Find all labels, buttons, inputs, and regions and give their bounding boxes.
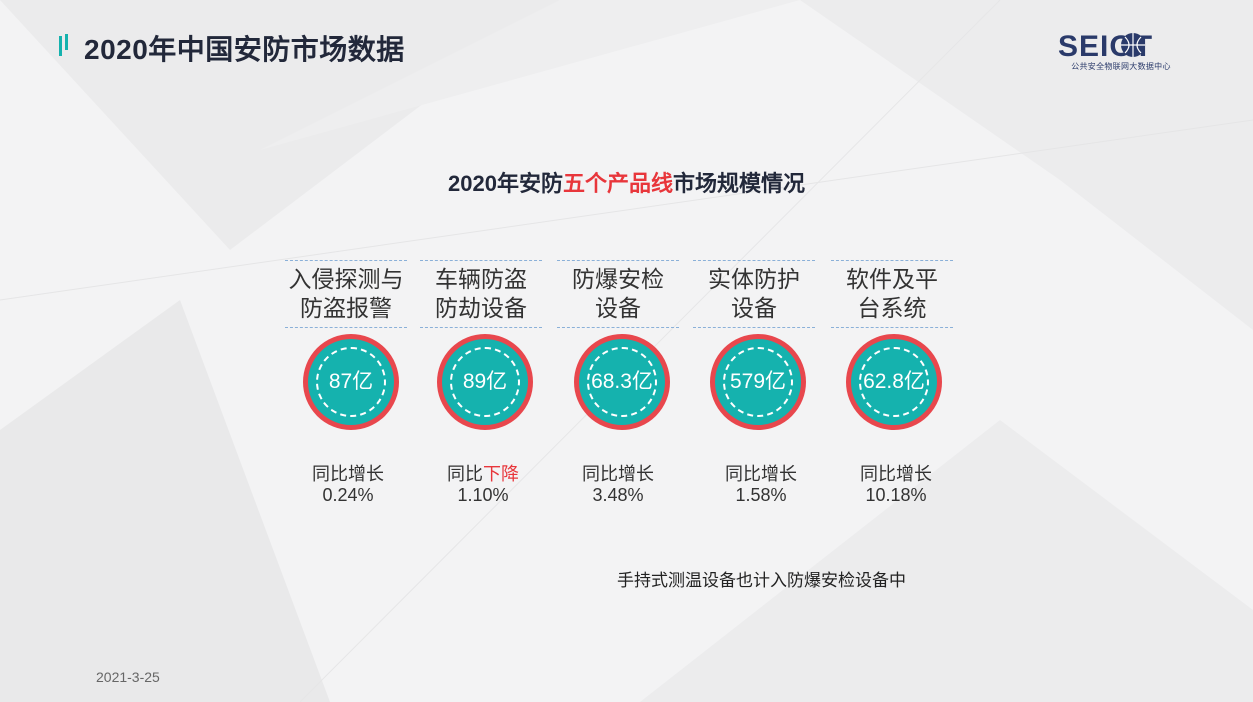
growth-prefix: 同比 bbox=[447, 464, 483, 484]
market-value-circle-4: 579亿 bbox=[710, 334, 806, 430]
product-name-3: 防爆安检 设备 bbox=[557, 260, 679, 328]
growth-prefix: 同比 bbox=[725, 464, 761, 484]
product-name-4: 实体防护 设备 bbox=[693, 260, 815, 328]
market-value: 68.3亿 bbox=[574, 334, 670, 430]
growth-word: 增长 bbox=[896, 464, 932, 484]
growth-prefix: 同比 bbox=[582, 464, 618, 484]
market-value: 89亿 bbox=[437, 334, 533, 430]
slide-date: 2021-3-25 bbox=[96, 669, 160, 685]
product-name-5: 软件及平 台系统 bbox=[831, 260, 953, 328]
growth-3: 同比增长 3.48% bbox=[557, 464, 679, 506]
market-value: 87亿 bbox=[303, 334, 399, 430]
growth-4: 同比增长 1.58% bbox=[700, 464, 822, 506]
growth-word: 增长 bbox=[348, 464, 384, 484]
logo-caption: 公共安全物联网大数据中心 bbox=[1056, 61, 1186, 72]
product-name-line: 防盗报警 bbox=[285, 294, 407, 323]
footnote: 手持式测温设备也计入防爆安检设备中 bbox=[617, 566, 906, 591]
subtitle-part-1: 2020年安防 bbox=[448, 171, 563, 196]
growth-word: 增长 bbox=[618, 464, 654, 484]
subtitle-highlight: 五个产品线 bbox=[563, 171, 673, 196]
product-name-line: 车辆防盗 bbox=[420, 265, 542, 294]
market-value-circle-2: 89亿 bbox=[437, 334, 533, 430]
market-value: 579亿 bbox=[710, 334, 806, 430]
growth-prefix: 同比 bbox=[860, 464, 896, 484]
growth-value: 3.48% bbox=[557, 485, 679, 506]
product-name-line: 实体防护 bbox=[693, 265, 815, 294]
section-subtitle: 2020年安防五个产品线市场规模情况 bbox=[0, 166, 1253, 198]
market-value-circle-1: 87亿 bbox=[303, 334, 399, 430]
product-name-line: 台系统 bbox=[831, 294, 953, 323]
product-name-2: 车辆防盗 防劫设备 bbox=[420, 260, 542, 328]
growth-1: 同比增长 0.24% bbox=[287, 464, 409, 506]
growth-value: 10.18% bbox=[835, 485, 957, 506]
product-name-line: 入侵探测与 bbox=[285, 265, 407, 294]
growth-word: 下降 bbox=[483, 464, 519, 484]
growth-value: 1.10% bbox=[422, 485, 544, 506]
page-title: 2020年中国安防市场数据 bbox=[84, 28, 405, 68]
growth-prefix: 同比 bbox=[312, 464, 348, 484]
market-value: 62.8亿 bbox=[846, 334, 942, 430]
product-name-line: 防劫设备 bbox=[420, 294, 542, 323]
product-name-line: 软件及平 bbox=[831, 265, 953, 294]
growth-2: 同比下降 1.10% bbox=[422, 464, 544, 506]
title-accent-icon bbox=[58, 34, 72, 56]
growth-value: 1.58% bbox=[700, 485, 822, 506]
product-name-line: 设备 bbox=[557, 294, 679, 323]
growth-word: 增长 bbox=[761, 464, 797, 484]
product-name-line: 防爆安检 bbox=[557, 265, 679, 294]
growth-5: 同比增长 10.18% bbox=[835, 464, 957, 506]
growth-value: 0.24% bbox=[287, 485, 409, 506]
market-value-circle-5: 62.8亿 bbox=[846, 334, 942, 430]
product-name-1: 入侵探测与 防盗报警 bbox=[285, 260, 407, 328]
market-value-circle-3: 68.3亿 bbox=[574, 334, 670, 430]
product-name-line: 设备 bbox=[693, 294, 815, 323]
subtitle-part-2: 市场规模情况 bbox=[673, 171, 805, 196]
